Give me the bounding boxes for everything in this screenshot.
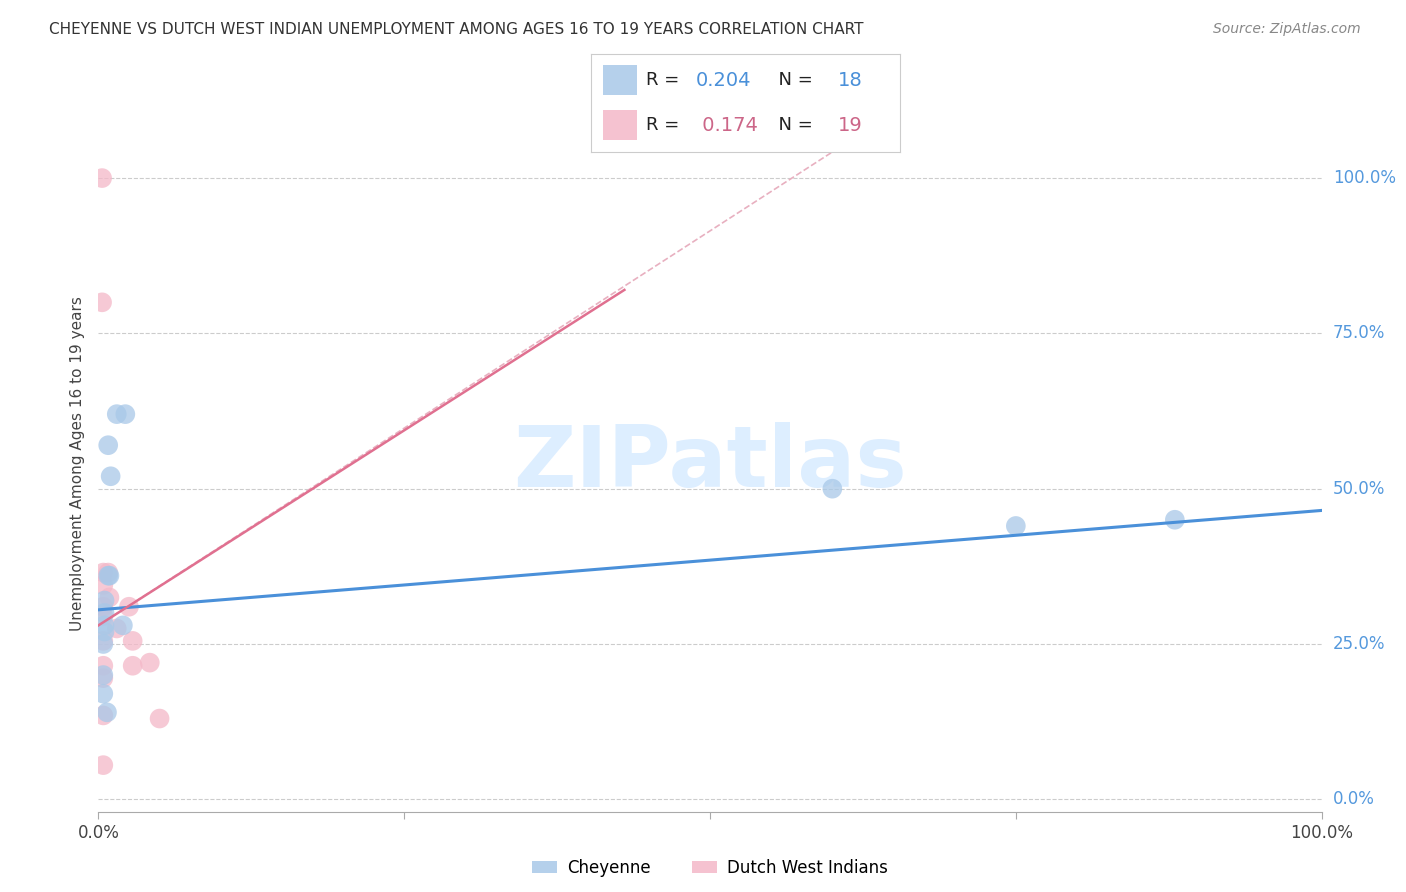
Y-axis label: Unemployment Among Ages 16 to 19 years: Unemployment Among Ages 16 to 19 years (69, 296, 84, 632)
Point (111, 618, 134, 632)
Point (91, 687, 114, 701)
Text: 25.0%: 25.0% (1333, 635, 1385, 653)
Point (1004, 519, 1026, 533)
Point (91, 671, 114, 685)
Point (97, 566, 120, 580)
Point (149, 712, 172, 726)
Text: N =: N = (766, 116, 818, 134)
Point (1164, 513, 1187, 527)
Point (97, 568, 120, 582)
Point (91, 658, 114, 673)
Point (821, 482, 844, 496)
Text: 0.174: 0.174 (696, 116, 758, 135)
Point (98, 568, 121, 582)
Point (93, 606, 115, 620)
Point (139, 656, 162, 670)
Legend: Cheyenne, Dutch West Indians: Cheyenne, Dutch West Indians (526, 852, 894, 883)
Text: 100.0%: 100.0% (1333, 169, 1396, 187)
Text: R =: R = (647, 116, 685, 134)
Point (91, 578, 114, 592)
Text: ZIPatlas: ZIPatlas (513, 422, 907, 506)
Point (91, 609, 114, 624)
Text: N =: N = (766, 71, 818, 89)
Text: 19: 19 (838, 116, 863, 135)
Point (93, 618, 115, 632)
Point (91, 758, 114, 772)
Point (96, 706, 118, 720)
Point (100, 469, 122, 483)
Point (98, 591, 121, 605)
Text: 0.204: 0.204 (696, 70, 751, 89)
Point (114, 407, 136, 421)
Text: 75.0%: 75.0% (1333, 325, 1385, 343)
Point (91, 637, 114, 651)
Point (93, 593, 115, 607)
Text: 0.0%: 0.0% (1333, 790, 1375, 808)
Point (91, 171, 114, 186)
Point (105, 407, 128, 421)
Text: 50.0%: 50.0% (1333, 480, 1385, 498)
Point (91, 295, 114, 310)
Text: Source: ZipAtlas.com: Source: ZipAtlas.com (1213, 22, 1361, 37)
Point (91, 668, 114, 682)
Point (121, 658, 143, 673)
Point (91, 599, 114, 614)
Point (91, 708, 114, 723)
Text: CHEYENNE VS DUTCH WEST INDIAN UNEMPLOYMENT AMONG AGES 16 TO 19 YEARS CORRELATION: CHEYENNE VS DUTCH WEST INDIAN UNEMPLOYME… (49, 22, 863, 37)
Point (97, 438, 120, 452)
Point (105, 622, 128, 636)
Point (118, 599, 141, 614)
Bar (603, 65, 637, 95)
Point (91, 566, 114, 580)
Point (121, 633, 143, 648)
Text: 18: 18 (838, 70, 863, 89)
Point (93, 624, 115, 639)
Text: R =: R = (647, 71, 685, 89)
Bar (603, 111, 637, 140)
Point (91, 633, 114, 648)
